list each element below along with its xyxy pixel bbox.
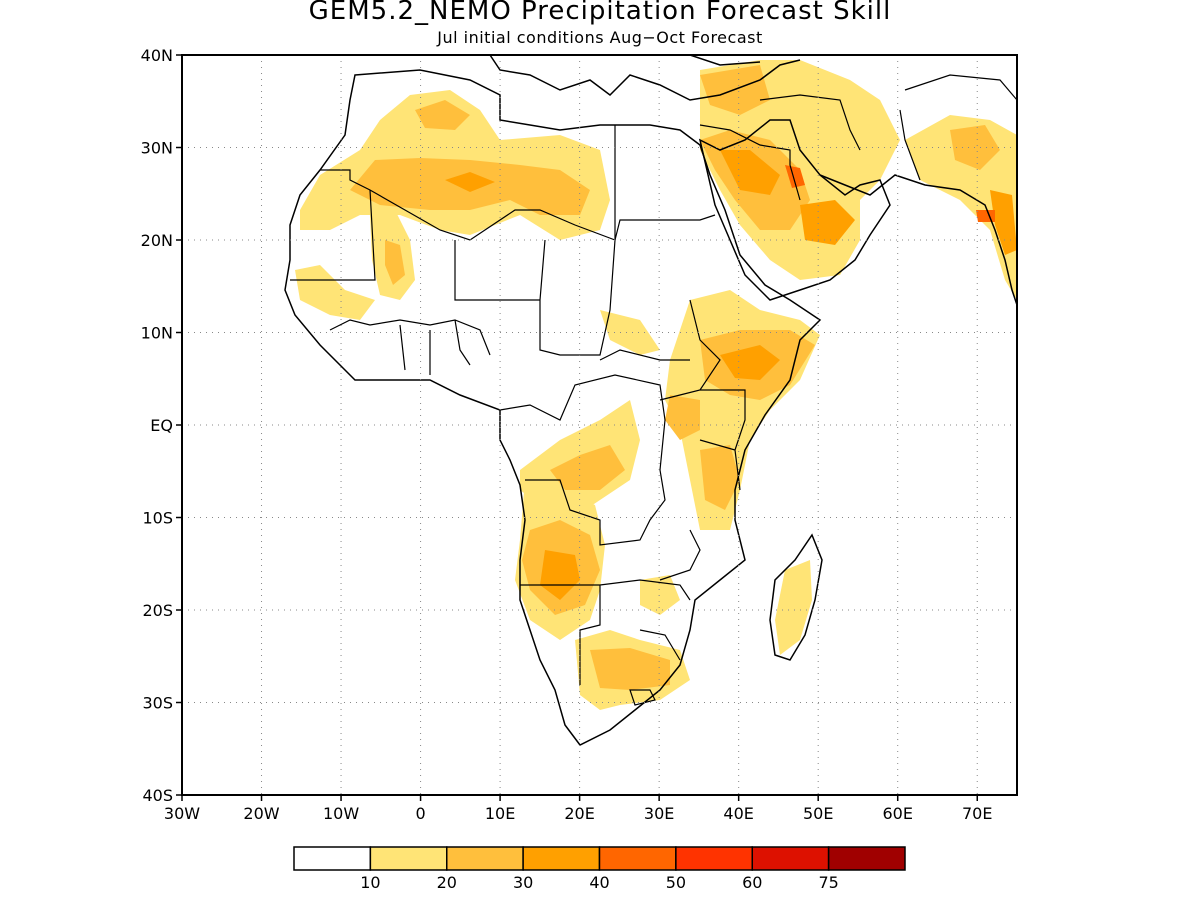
skill-region-arabia — [720, 150, 780, 195]
skill-region-arabia — [785, 165, 805, 188]
coastlines — [284, 55, 1017, 746]
lat-tick-label: 30S — [142, 694, 173, 713]
colorbar-swatch — [675, 846, 753, 871]
lon-tick-label: 30W — [164, 804, 200, 823]
colorbar: 10 20 30 40 50 60 75 — [293, 846, 906, 892]
lat-tick-label: 20S — [142, 601, 173, 620]
skill-region-arabia — [800, 200, 855, 245]
lat-tick-label: EQ — [150, 416, 173, 435]
colorbar-swatch — [446, 846, 524, 871]
country-border — [599, 125, 721, 401]
colorbar-label: 75 — [818, 873, 838, 892]
lat-tick-label: 10N — [141, 324, 173, 343]
skill-region-east-africa — [700, 445, 740, 510]
arabia-coastline — [698, 119, 891, 301]
country-border — [320, 169, 716, 241]
skill-shading — [295, 60, 1017, 710]
europe-coastline — [489, 55, 801, 101]
lon-tick-label: 0 — [415, 804, 425, 823]
skill-region-southern-africa — [590, 648, 670, 690]
skill-region-iran-india — [990, 190, 1017, 255]
lon-tick-label: 20E — [564, 804, 594, 823]
lon-tick-label: 20W — [243, 804, 279, 823]
lon-tick-label: 60E — [882, 804, 912, 823]
africa-coastline — [284, 69, 822, 746]
colorbar-label: 50 — [666, 873, 686, 892]
asia-coastline — [819, 174, 1017, 306]
skill-region-iran-india — [905, 115, 1017, 300]
skill-region-east-africa — [720, 345, 780, 380]
skill-region-central-africa — [550, 445, 625, 490]
skill-region-iran-india — [976, 210, 995, 222]
colorbar-swatch — [522, 846, 601, 871]
colorbar-label: 10 — [360, 873, 380, 892]
black-sea-coastline — [689, 55, 761, 66]
colorbar-swatch — [293, 846, 372, 871]
lat-tick-label: 40N — [141, 46, 173, 65]
skill-region-sahara — [445, 172, 495, 192]
lon-tick-label: 70E — [962, 804, 992, 823]
lon-tick-label: 40E — [723, 804, 753, 823]
lon-tick-label: 10E — [485, 804, 515, 823]
skill-region-sahel-east — [600, 310, 660, 355]
skill-region-west-africa — [385, 240, 405, 285]
skill-region-east-africa — [665, 395, 700, 440]
country-border — [329, 319, 491, 375]
colorbar-label: 40 — [589, 873, 609, 892]
lon-tick-label: 30E — [644, 804, 674, 823]
colorbar-swatch — [369, 846, 448, 871]
country-border — [659, 389, 746, 581]
lat-tick-label: 10S — [142, 509, 173, 528]
colorbar-label: 20 — [437, 873, 457, 892]
country-border — [520, 579, 691, 706]
skill-region-sahara — [415, 100, 470, 130]
skill-region-southern-africa — [640, 575, 680, 615]
lat-tick-label: 40S — [142, 786, 173, 805]
lat-tick-label: 30N — [141, 139, 173, 158]
colorbar-swatch — [827, 846, 906, 871]
map-subtitle: Jul initial conditions Aug−Oct Forecast — [437, 28, 763, 47]
colorbar-label: 60 — [742, 873, 762, 892]
country-border — [499, 374, 666, 546]
skill-region-west-africa — [295, 265, 375, 320]
madagascar-coastline — [769, 533, 823, 661]
colorbar-swatch — [751, 846, 830, 871]
country-border — [699, 74, 1017, 201]
colorbar-label: 30 — [513, 873, 533, 892]
map-title: GEM5.2_NEMO Precipitation Forecast Skill — [308, 0, 892, 26]
skill-region-madagascar — [775, 560, 812, 655]
lon-tick-label: 50E — [803, 804, 833, 823]
skill-region-angola — [540, 550, 580, 600]
lat-tick-label: 20N — [141, 231, 173, 250]
lon-tick-label: 10W — [323, 804, 359, 823]
colorbar-swatch — [598, 846, 677, 871]
